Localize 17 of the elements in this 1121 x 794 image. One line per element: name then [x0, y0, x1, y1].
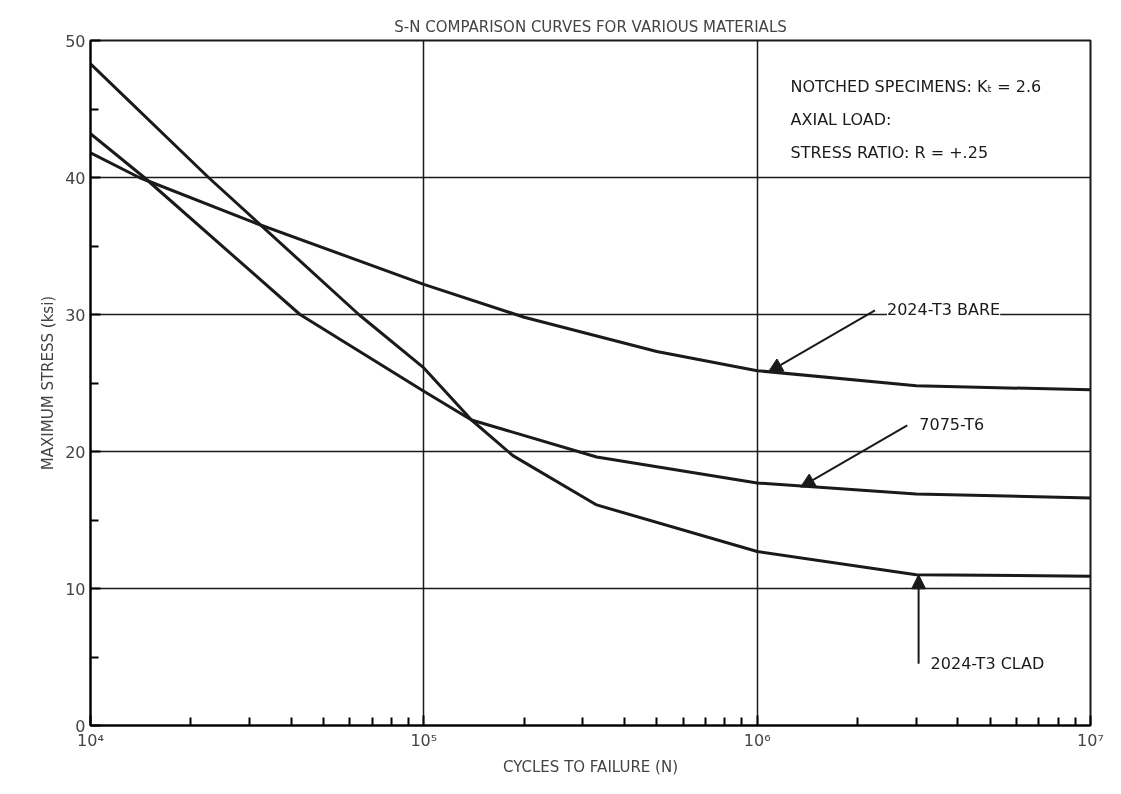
y-tick-label: 20 — [65, 442, 86, 462]
annotation: 2024-T3 BARE — [886, 300, 1001, 320]
annotation: NOTCHED SPECIMENS: Kₜ = 2.6 — [790, 76, 1042, 96]
annotation: 7075-T6 — [919, 415, 985, 435]
annotation: STRESS RATIO: R = +.25 — [790, 142, 989, 162]
x-tick-label: 10⁵ — [410, 730, 438, 750]
y-tick-label: 30 — [65, 305, 86, 325]
annotation: 2024-T3 CLAD — [930, 653, 1045, 673]
y-tick-label: 50 — [65, 31, 86, 51]
x-tick-label: 10⁶ — [743, 730, 771, 750]
y-axis-title: MAXIMUM STRESS (ksi) — [39, 295, 58, 471]
chart-title: S-N COMPARISON CURVES FOR VARIOUS MATERIALS — [394, 17, 787, 36]
y-tick-label: 10 — [65, 579, 86, 599]
x-tick-label: 10⁷ — [1077, 730, 1104, 750]
y-tick-label: 40 — [65, 168, 86, 188]
annotation: AXIAL LOAD: — [790, 109, 892, 129]
x-axis-title: CYCLES TO FAILURE (N) — [503, 757, 679, 776]
